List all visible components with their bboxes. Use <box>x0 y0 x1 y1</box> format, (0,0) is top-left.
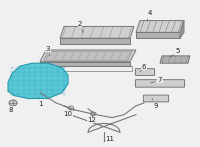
Polygon shape <box>8 63 68 98</box>
Text: 10: 10 <box>64 108 72 117</box>
Polygon shape <box>136 32 180 38</box>
Text: 11: 11 <box>104 136 115 142</box>
FancyBboxPatch shape <box>143 95 169 102</box>
Text: 8: 8 <box>9 103 13 112</box>
Text: 7: 7 <box>151 77 162 83</box>
Text: 5: 5 <box>170 49 180 57</box>
Polygon shape <box>136 21 184 32</box>
Polygon shape <box>40 62 130 66</box>
Polygon shape <box>40 50 136 62</box>
Text: 6: 6 <box>140 64 146 72</box>
Text: 2: 2 <box>78 21 83 33</box>
Text: 12: 12 <box>88 114 96 123</box>
Text: 9: 9 <box>152 98 158 109</box>
Text: 3: 3 <box>46 46 50 56</box>
Polygon shape <box>180 21 184 38</box>
FancyBboxPatch shape <box>135 80 185 87</box>
Polygon shape <box>160 56 190 63</box>
Circle shape <box>9 100 17 106</box>
Text: 1: 1 <box>38 97 42 107</box>
Polygon shape <box>60 26 134 38</box>
Text: 4: 4 <box>147 10 152 21</box>
FancyBboxPatch shape <box>135 69 155 75</box>
Polygon shape <box>44 51 132 60</box>
Bar <box>40 66 132 71</box>
Polygon shape <box>60 38 130 44</box>
